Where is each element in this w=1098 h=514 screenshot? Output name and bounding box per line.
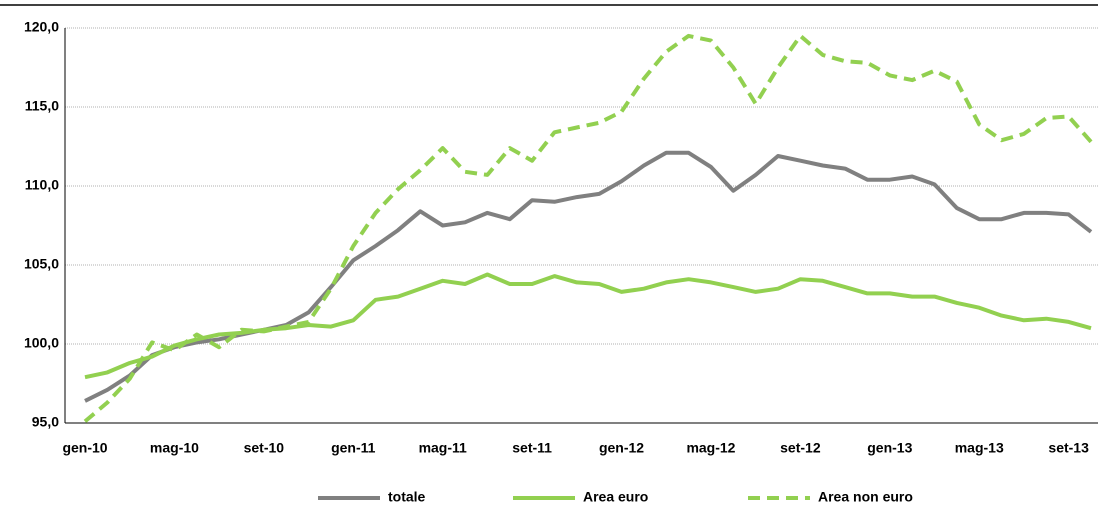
- y-tick-label: 115,0: [25, 98, 59, 114]
- y-tick-label: 105,0: [24, 256, 59, 272]
- x-tick-label: set-13: [1048, 440, 1089, 456]
- x-tick-label: gen-11: [331, 440, 376, 456]
- x-tick-label: gen-12: [599, 440, 644, 456]
- y-tick-label: 120,0: [24, 19, 59, 35]
- series-line: [84, 272, 1092, 380]
- x-tick-label: set-11: [512, 440, 552, 456]
- x-tick-label: gen-13: [867, 440, 912, 456]
- legend-label: totale: [388, 489, 426, 505]
- x-tick-label: mag-13: [955, 440, 1004, 456]
- y-tick-label: 100,0: [24, 335, 59, 351]
- x-tick-label: mag-12: [686, 440, 735, 456]
- y-tick-label: 110,0: [25, 177, 59, 193]
- x-tick-label: set-10: [244, 440, 285, 456]
- x-tick-label: mag-10: [150, 440, 199, 456]
- x-tick-label: set-12: [780, 440, 821, 456]
- legend-label: Area euro: [583, 489, 648, 505]
- x-tick-label: gen-10: [62, 440, 107, 456]
- series-line: [84, 150, 1093, 403]
- series-line: [83, 33, 1093, 423]
- x-tick-label: mag-11: [419, 440, 467, 456]
- legend-label: Area non euro: [818, 489, 913, 505]
- y-tick-label: 95,0: [32, 414, 59, 430]
